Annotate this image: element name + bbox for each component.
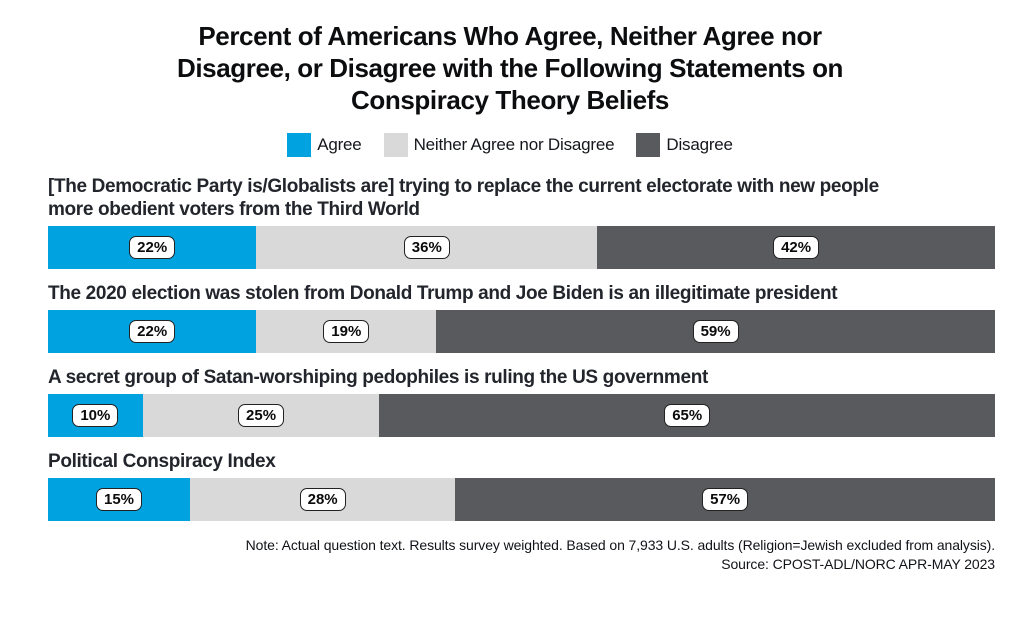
legend-item: Neither Agree nor Disagree [383, 132, 615, 157]
value-pill: 15% [96, 488, 143, 511]
stacked-bar: 22% 36% 42% [48, 226, 995, 269]
footnote: Note: Actual question text. Results surv… [0, 536, 995, 574]
legend-label: Disagree [666, 134, 733, 154]
source-line: Source: CPOST-ADL/NORC APR-MAY 2023 [721, 556, 995, 572]
legend-label: Neither Agree nor Disagree [413, 134, 615, 154]
value-pill: 65% [664, 404, 711, 427]
value-pill: 59% [692, 320, 739, 343]
chart-page: Percent of Americans Who Agree, Neither … [0, 20, 1020, 620]
legend-swatch [287, 132, 312, 157]
statement-line: A secret group of Satan-worshiping pedop… [48, 367, 708, 388]
bar-segment: 22% [48, 310, 257, 353]
value-pill: 36% [403, 236, 450, 259]
note-line: Note: Actual question text. Results surv… [245, 537, 995, 553]
value-pill: 57% [702, 488, 749, 511]
value-pill: 42% [773, 236, 820, 259]
bar-segment: 36% [256, 226, 598, 269]
statement-line: Political Conspiracy Index [48, 451, 276, 472]
chart-title-line: Conspiracy Theory Beliefs [351, 85, 669, 115]
legend-label: Agree [317, 134, 362, 154]
statement-label: [The Democratic Party is/Globalists are]… [48, 175, 995, 221]
chart-title: Percent of Americans Who Agree, Neither … [0, 20, 1020, 116]
bar-segment: 10% [48, 394, 143, 437]
statement-line: [The Democratic Party is/Globalists are]… [48, 176, 879, 197]
stacked-bar: 10% 25% 65% [48, 394, 995, 437]
value-pill: 22% [129, 320, 176, 343]
bar-row: A secret group of Satan-worshiping pedop… [48, 366, 995, 437]
value-pill: 10% [72, 404, 119, 427]
statement-label: The 2020 election was stolen from Donald… [48, 282, 995, 305]
chart-title-line: Disagree, or Disagree with the Following… [176, 53, 844, 83]
statement-label: A secret group of Satan-worshiping pedop… [48, 366, 995, 389]
bar-rows: [The Democratic Party is/Globalists are]… [48, 175, 995, 521]
bar-segment: 59% [436, 310, 995, 353]
bar-segment: 22% [48, 226, 257, 269]
legend: Agree Neither Agree nor Disagree Disagre… [0, 131, 1020, 158]
legend-item: Disagree [636, 132, 733, 157]
stacked-bar: 22% 19% 59% [48, 310, 995, 353]
bar-row: [The Democratic Party is/Globalists are]… [48, 175, 995, 269]
bar-segment: 42% [597, 226, 995, 269]
statement-label: Political Conspiracy Index [48, 450, 995, 473]
statement-line: The 2020 election was stolen from Donald… [48, 283, 838, 304]
legend-item: Agree [287, 132, 362, 157]
chart-title-line: Percent of Americans Who Agree, Neither … [198, 21, 822, 51]
bar-segment: 25% [142, 394, 380, 437]
bar-row: Political Conspiracy Index 15% 28% 57% [48, 450, 995, 521]
bar-segment: 19% [256, 310, 437, 353]
stacked-bar: 15% 28% 57% [48, 478, 995, 521]
value-pill: 28% [299, 488, 346, 511]
statement-line: more obedient voters from the Third Worl… [48, 199, 420, 220]
bar-segment: 57% [455, 478, 995, 521]
bar-segment: 65% [379, 394, 995, 437]
legend-swatch [383, 132, 408, 157]
bar-segment: 28% [190, 478, 456, 521]
bar-row: The 2020 election was stolen from Donald… [48, 282, 995, 353]
legend-swatch [636, 132, 661, 157]
value-pill: 25% [238, 404, 285, 427]
value-pill: 22% [129, 236, 176, 259]
bar-segment: 15% [48, 478, 191, 521]
value-pill: 19% [323, 320, 370, 343]
